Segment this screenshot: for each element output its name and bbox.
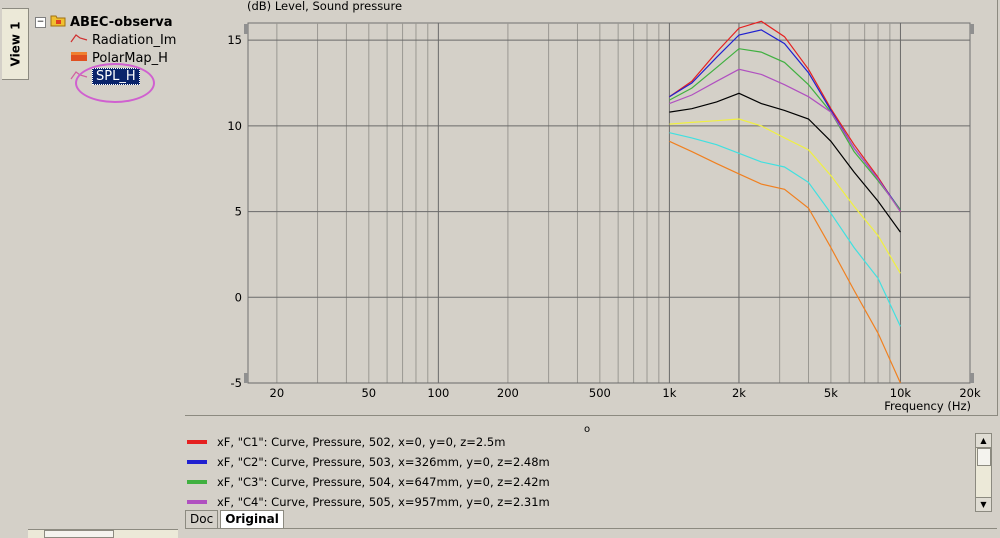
range-grip-right-bottom[interactable] — [970, 373, 974, 383]
tab-doc[interactable]: Doc — [185, 510, 219, 528]
collapse-icon[interactable]: − — [35, 17, 46, 28]
scroll-up-arrow-icon[interactable]: ▲ — [976, 434, 991, 448]
y-tick-label: -5 — [231, 376, 242, 390]
series-line-1 — [669, 20, 901, 212]
x-tick-label: 2k — [732, 386, 746, 400]
legend-swatch — [187, 460, 207, 464]
x-tick-label: 200 — [497, 386, 519, 400]
y-tick-label: 5 — [235, 205, 242, 219]
x-tick-label: 500 — [589, 386, 611, 400]
bottom-tab-bar: Doc Original — [185, 510, 286, 528]
legend-swatch — [187, 440, 207, 444]
legend-label: xF, "C2": Curve, Pressure, 503, x=326mm,… — [217, 455, 550, 469]
x-tick-label: 20 — [270, 386, 285, 400]
tab-view-1-label: View 1 — [8, 21, 23, 67]
tree-root[interactable]: − ABEC-observa — [35, 14, 173, 31]
legend-swatch — [187, 480, 207, 484]
y-tick-label: 15 — [227, 33, 242, 47]
curve-icon — [70, 32, 88, 48]
legend-item-c4: xF, "C4": Curve, Pressure, 505, x=957mm,… — [187, 493, 550, 511]
y-tick-label: 10 — [227, 119, 242, 133]
tab-view-1[interactable]: View 1 — [2, 8, 29, 80]
tab-original[interactable]: Original — [220, 510, 284, 528]
divider — [185, 528, 997, 529]
legend-item-c3: xF, "C3": Curve, Pressure, 504, x=647mm,… — [187, 473, 550, 491]
series-line-8 — [669, 140, 901, 384]
range-grip-left-bottom[interactable] — [244, 373, 248, 383]
x-tick-label: 100 — [427, 386, 449, 400]
x-tick-label: 50 — [361, 386, 376, 400]
tree-item-polarmap[interactable]: PolarMap_H — [70, 50, 168, 66]
series-line-5 — [669, 92, 901, 233]
legend-swatch — [187, 500, 207, 504]
x-axis-label: Frequency (Hz) — [884, 399, 971, 413]
range-grip-left[interactable] — [244, 24, 248, 34]
x-tick-label: 1k — [662, 386, 676, 400]
tree-root-label: ABEC-observa — [70, 15, 173, 30]
range-grip-right[interactable] — [970, 24, 974, 34]
tree-item-radiation[interactable]: Radiation_Im — [70, 32, 176, 48]
panel-splitter-grip[interactable]: o — [584, 424, 591, 435]
x-tick-label: 10k — [890, 386, 912, 400]
legend-item-c2: xF, "C2": Curve, Pressure, 503, x=326mm,… — [187, 453, 550, 471]
legend-scroll-thumb[interactable] — [977, 448, 991, 466]
x-tick-label: 20k — [959, 386, 981, 400]
series-line-4 — [669, 68, 901, 212]
tree-item-label: Radiation_Im — [92, 32, 177, 48]
series-layer — [669, 20, 901, 384]
highlight-annotation — [75, 63, 155, 103]
series-line-3 — [669, 48, 901, 211]
series-line-6 — [669, 118, 901, 274]
grid-layer — [247, 22, 971, 384]
spl-chart[interactable]: (dB) Level, Sound pressure 20 50 100 200 500… — [185, 0, 997, 415]
chart-title: (dB) Level, Sound pressure — [247, 0, 402, 13]
legend-scrollbar[interactable]: ▲ ▼ — [975, 433, 992, 512]
chart-legend: xF, "C1": Curve, Pressure, 502, x=0, y=0… — [185, 430, 972, 510]
x-tick-label: 5k — [824, 386, 838, 400]
folder-icon — [50, 14, 66, 31]
chart-panel[interactable]: (dB) Level, Sound pressure 20 50 100 200 500… — [185, 0, 998, 416]
tree-item-label: PolarMap_H — [92, 50, 168, 66]
y-tick-label: 0 — [235, 290, 242, 304]
legend-label: xF, "C4": Curve, Pressure, 505, x=957mm,… — [217, 495, 550, 509]
legend-label: xF, "C3": Curve, Pressure, 504, x=647mm,… — [217, 475, 550, 489]
legend-item-c1: xF, "C1": Curve, Pressure, 502, x=0, y=0… — [187, 433, 505, 451]
legend-label: xF, "C1": Curve, Pressure, 502, x=0, y=0… — [217, 435, 506, 449]
scroll-down-arrow-icon[interactable]: ▼ — [976, 497, 991, 511]
ticks-layer: 20 50 100 200 500 1k 2k 5k 10k 20k -5 0 5 10 15 — [227, 24, 981, 400]
series-line-7 — [669, 132, 901, 327]
plot-area — [247, 22, 971, 384]
polarmap-icon — [70, 50, 88, 66]
